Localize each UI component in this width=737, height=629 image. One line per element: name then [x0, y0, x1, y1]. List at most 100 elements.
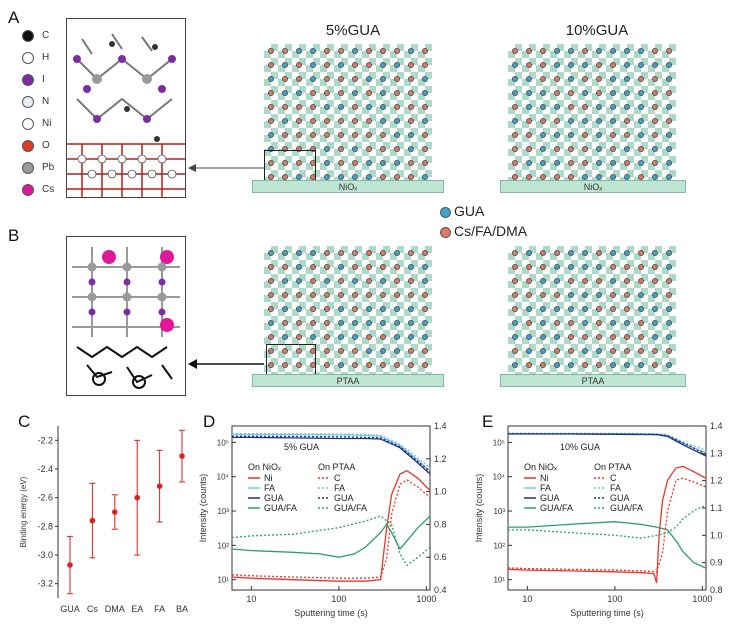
lattice-site	[512, 292, 518, 298]
lattice-site	[338, 362, 344, 368]
lattice-site	[338, 306, 344, 312]
lattice-site	[596, 160, 602, 166]
lattice-site	[268, 118, 274, 124]
lattice-site	[296, 320, 302, 326]
lattice-site	[352, 160, 358, 166]
chartE-series-ptaa-gua	[508, 433, 707, 455]
lattice-site	[568, 118, 574, 124]
lattice-site	[394, 278, 400, 284]
lattice-site	[638, 278, 644, 284]
lattice-site	[666, 118, 672, 124]
lattice-site	[596, 132, 602, 138]
chartD-xtick-label: 10	[246, 594, 256, 604]
lattice-site	[568, 334, 574, 340]
lattice-site	[666, 292, 672, 298]
atom-label-i: I	[42, 74, 45, 85]
lattice-site	[568, 264, 574, 270]
lattice-site	[666, 104, 672, 110]
lattice-site	[582, 278, 588, 284]
lattice-site	[268, 278, 274, 284]
lattice-site	[652, 104, 658, 110]
lattice-site	[638, 132, 644, 138]
chartE-y2tick-label: 1.1	[710, 503, 723, 513]
chartD-series-niox-gua-fa	[231, 515, 431, 558]
lattice-site	[652, 362, 658, 368]
lattice-site	[526, 264, 532, 270]
lattice-site	[422, 250, 428, 256]
lattice-site	[624, 62, 630, 68]
lattice-site	[324, 362, 330, 368]
lattice-site	[582, 250, 588, 256]
lattice-site	[638, 118, 644, 124]
chartE-legend-header-ptaa: On PTAA	[594, 462, 631, 472]
lattice-site	[554, 160, 560, 166]
lattice-site	[582, 348, 588, 354]
lattice-site	[422, 76, 428, 82]
lattice-site	[540, 48, 546, 54]
chart-c-xtick-label: FA	[154, 604, 165, 614]
lattice-site	[624, 132, 630, 138]
lattice-10pct-ptaa	[508, 246, 676, 374]
lattice-site	[352, 104, 358, 110]
lattice-site	[310, 278, 316, 284]
lattice-site	[596, 76, 602, 82]
lattice-site	[568, 90, 574, 96]
lattice-site	[422, 118, 428, 124]
lattice-site	[422, 320, 428, 326]
lattice-site	[366, 118, 372, 124]
lattice-site	[282, 48, 288, 54]
lattice-site	[512, 146, 518, 152]
legend-gua-dot-icon	[440, 207, 451, 218]
lattice-5pct-nio	[264, 44, 432, 180]
lattice-site	[638, 48, 644, 54]
chartD-ytick-label: 10⁴	[217, 473, 230, 482]
chart-c-ytick-label: -3.2	[37, 579, 53, 589]
lattice-site	[310, 320, 316, 326]
chart-d-sims-5pct: 10¹ 10² 10³ 10⁴ 10⁵ 0.4 0.6 0.8 1.0 1.2 1.4 10 100 10…	[198, 421, 447, 618]
lattice-site	[408, 362, 414, 368]
lattice-site	[540, 62, 546, 68]
lattice-site	[408, 174, 414, 180]
lattice-site	[540, 292, 546, 298]
chart-c-ytick-label: -3.0	[37, 550, 53, 560]
lattice-site	[422, 104, 428, 110]
atom-label-cs: Cs	[42, 184, 55, 195]
lattice-site	[296, 104, 302, 110]
lattice-site	[596, 292, 602, 298]
lattice-title-5pct: 5%GUA	[325, 22, 381, 39]
lattice-site	[296, 174, 302, 180]
lattice-site	[540, 76, 546, 82]
lattice-site	[394, 104, 400, 110]
lattice-site	[282, 292, 288, 298]
lattice-site	[352, 264, 358, 270]
chartE-ytick-label: 10¹	[493, 576, 505, 585]
lattice-site	[380, 348, 386, 354]
lattice-site	[268, 292, 274, 298]
chartD-xlabel: Sputtering time (s)	[294, 608, 368, 618]
lattice-site	[366, 174, 372, 180]
lattice-site	[610, 264, 616, 270]
lattice-site	[366, 348, 372, 354]
lattice-site	[610, 90, 616, 96]
lattice-site	[394, 48, 400, 54]
lattice-site	[568, 362, 574, 368]
chartD-legend-label: GUA	[264, 493, 284, 503]
lattice-site	[666, 160, 672, 166]
lattice-site	[394, 76, 400, 82]
lattice-site	[512, 48, 518, 54]
structure-box-a	[66, 18, 186, 198]
lattice-site	[408, 48, 414, 54]
lattice-site	[554, 174, 560, 180]
lattice-site	[296, 132, 302, 138]
lattice-site	[380, 104, 386, 110]
chartE-y2tick-label: 0.8	[710, 585, 723, 595]
lattice-site	[540, 362, 546, 368]
lattice-site	[324, 306, 330, 312]
chartE-ylabel: Intensity (counts)	[474, 474, 484, 543]
lattice-site	[366, 264, 372, 270]
lattice-site	[624, 278, 630, 284]
lattice-site	[568, 146, 574, 152]
lattice-site	[582, 160, 588, 166]
lattice-site	[366, 160, 372, 166]
lattice-site	[338, 104, 344, 110]
